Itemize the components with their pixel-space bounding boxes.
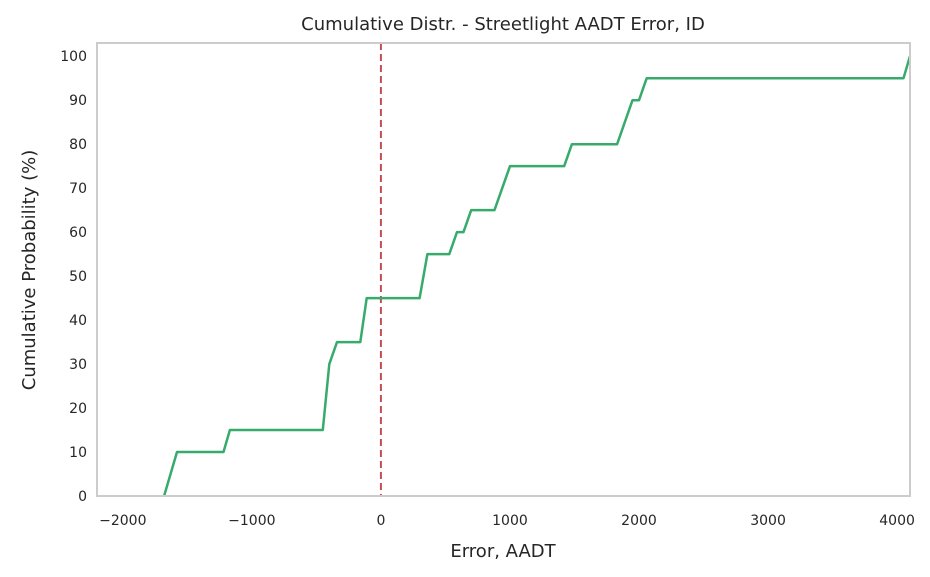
y-tick-label: 50 xyxy=(69,269,87,285)
y-tick-label: 80 xyxy=(69,137,87,153)
x-tick-label: 4000 xyxy=(879,513,915,529)
y-axis-ticks: 0 10 20 30 40 50 60 70 80 90 100 xyxy=(60,49,87,505)
y-tick-label: 100 xyxy=(60,49,87,65)
series-line xyxy=(162,55,912,497)
y-tick-label: 0 xyxy=(78,489,87,505)
x-axis-ticks: −2000 −1000 0 1000 2000 3000 4000 xyxy=(99,513,915,529)
chart-title: Cumulative Distr. - Streetlight AADT Err… xyxy=(301,14,705,35)
y-tick-label: 40 xyxy=(69,313,87,329)
y-tick-label: 10 xyxy=(69,445,87,461)
x-tick-label: 2000 xyxy=(621,513,657,529)
x-tick-label: 0 xyxy=(376,513,385,529)
y-tick-label: 70 xyxy=(69,181,87,197)
x-tick-label: 1000 xyxy=(492,513,528,529)
y-axis-label: Cumulative Probability (%) xyxy=(19,150,40,390)
x-tick-label: −1000 xyxy=(228,513,275,529)
y-tick-label: 90 xyxy=(69,93,87,109)
x-tick-label: 3000 xyxy=(750,513,786,529)
y-tick-label: 60 xyxy=(69,225,87,241)
plot-frame xyxy=(96,42,911,497)
x-axis-label: Error, AADT xyxy=(450,541,556,562)
y-tick-label: 20 xyxy=(69,401,87,417)
x-tick-label: −2000 xyxy=(99,513,146,529)
y-tick-label: 30 xyxy=(69,357,87,373)
